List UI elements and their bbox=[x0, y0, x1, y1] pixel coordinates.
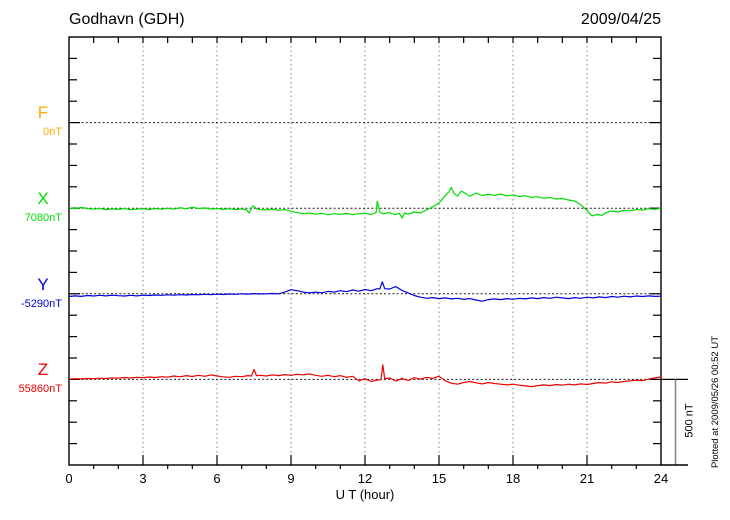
plot-date: 2009/04/25 bbox=[580, 11, 661, 28]
x-tick-9: 9 bbox=[287, 471, 295, 486]
plotted-at-note: Plotted at 2009/05/26 00:52 UT bbox=[710, 335, 721, 469]
component-baseline-z: 55860nT bbox=[18, 383, 62, 395]
x-tick-24: 24 bbox=[653, 471, 669, 486]
component-baseline-x: 7080nT bbox=[24, 212, 62, 224]
component-label-f: F bbox=[37, 103, 49, 122]
component-baseline-y: -5290nT bbox=[21, 298, 62, 310]
x-tick-3: 3 bbox=[139, 471, 147, 486]
x-tick-12: 12 bbox=[357, 471, 373, 486]
trace-Y bbox=[68, 281, 662, 302]
component-label-z: Z bbox=[37, 360, 49, 379]
x-tick-18: 18 bbox=[505, 471, 521, 486]
component-label-y: Y bbox=[37, 275, 49, 294]
x-tick-0: 0 bbox=[65, 471, 73, 486]
station-title: Godhavn (GDH) bbox=[69, 11, 185, 28]
scale-bar-label: 500 nT bbox=[683, 403, 696, 438]
component-baseline-f: 0nT bbox=[43, 126, 62, 138]
x-axis-title: U T (hour) bbox=[335, 487, 395, 502]
x-tick-15: 15 bbox=[431, 471, 447, 486]
trace-Z bbox=[68, 364, 662, 388]
x-tick-21: 21 bbox=[579, 471, 595, 486]
trace-X bbox=[68, 186, 662, 219]
component-label-x: X bbox=[37, 189, 49, 208]
x-tick-6: 6 bbox=[213, 471, 221, 486]
